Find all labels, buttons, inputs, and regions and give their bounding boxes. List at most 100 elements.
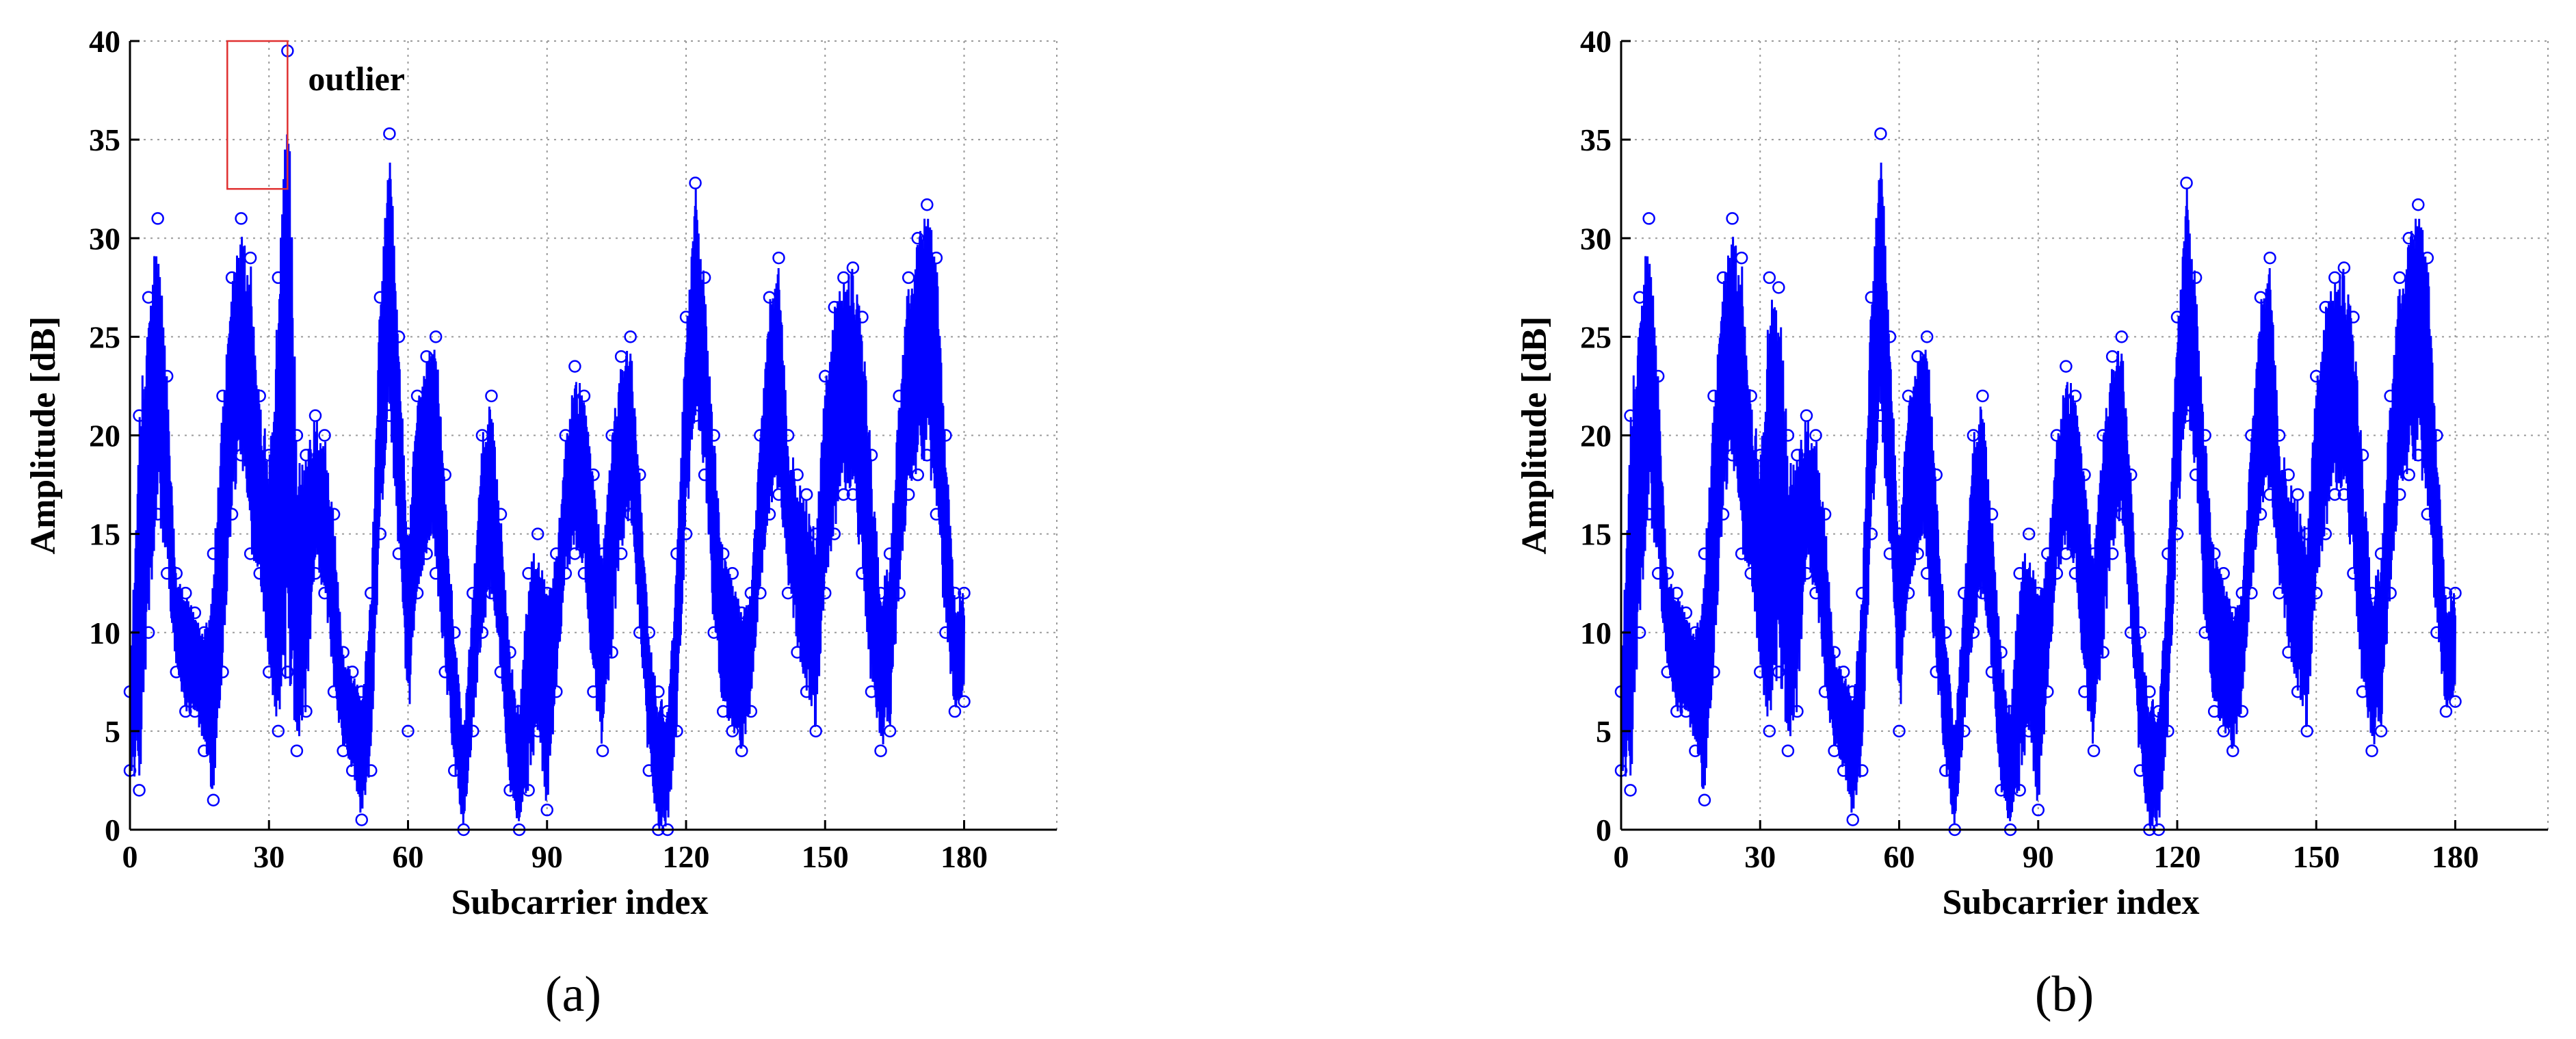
data-point (494, 666, 508, 679)
data-point (438, 666, 451, 679)
data-point (559, 567, 573, 580)
data-point (1791, 449, 1804, 462)
data-point (948, 705, 962, 718)
data-point (958, 695, 971, 708)
data-point (2439, 586, 2453, 600)
data-point (911, 232, 924, 245)
data-point (290, 744, 304, 757)
data-point (2068, 389, 2082, 403)
data-point (2235, 705, 2249, 718)
data-point (1939, 764, 1952, 777)
data-point (1642, 508, 1655, 521)
data-point (188, 606, 202, 620)
data-point (2097, 429, 2110, 442)
data-point (2328, 271, 2341, 285)
data-point (198, 744, 211, 757)
data-point (2402, 468, 2415, 482)
data-point (921, 198, 934, 211)
data-point (2060, 360, 2073, 373)
outlier-box (226, 40, 289, 190)
data-point (921, 449, 934, 462)
data-point (930, 508, 943, 521)
data-point (263, 449, 276, 462)
data-point (596, 744, 609, 757)
data-point (2087, 547, 2101, 560)
data-point (1716, 271, 1730, 285)
data-point (1707, 666, 1720, 679)
x-axis-label: Subcarrier index (451, 883, 708, 922)
data-point (2013, 567, 2026, 580)
data-point (327, 508, 341, 521)
data-point (837, 488, 850, 501)
data-point (2374, 547, 2388, 560)
data-point (142, 291, 155, 304)
data-point (1920, 567, 1934, 580)
data-point (568, 547, 581, 560)
data-point (1967, 429, 1980, 442)
data-point (2041, 685, 2054, 698)
x-tick-label: 30 (253, 839, 285, 874)
y-tick-label: 15 (89, 517, 120, 552)
data-point (772, 251, 785, 265)
data-point (716, 705, 730, 718)
data-point (188, 705, 202, 718)
data-point (1985, 508, 1999, 521)
data-point (420, 547, 433, 560)
data-point (253, 389, 266, 403)
data-point (819, 369, 832, 383)
data-point (2402, 232, 2415, 245)
data-point (2041, 547, 2054, 560)
data-point (763, 508, 776, 521)
chart-panel-a: 0 30 60 90 120 150 180 0 5 10 15 20 25 30 35 40 Subcarri… (24, 24, 1057, 1023)
data-point (392, 330, 406, 343)
data-point (383, 409, 396, 422)
data-point (828, 300, 841, 314)
data-point (207, 793, 220, 807)
data-point (1818, 508, 1832, 521)
data-point (2097, 646, 2110, 659)
data-point (874, 744, 887, 757)
data-point (1967, 626, 1980, 639)
data-point (2319, 300, 2332, 314)
data-point (772, 488, 785, 501)
y-tick-label: 0 (1596, 813, 1612, 847)
data-point (1772, 281, 1785, 294)
data-point (1661, 666, 1674, 679)
data-point (308, 409, 322, 422)
data-point (142, 626, 155, 639)
data-point (1818, 685, 1832, 698)
data-point (763, 291, 776, 304)
y-tick-label: 30 (1580, 221, 1612, 256)
data-point (1883, 330, 1897, 343)
data-point (726, 567, 739, 580)
data-point (605, 646, 618, 659)
data-point (2161, 547, 2174, 560)
data-point (958, 586, 971, 600)
data-point (355, 813, 368, 826)
data-point (596, 547, 609, 560)
data-point (1651, 369, 1665, 383)
data-point (587, 685, 600, 698)
data-point (2180, 176, 2193, 189)
data-point (345, 666, 359, 679)
data-point (216, 666, 229, 679)
data-point (550, 547, 563, 560)
data-point (791, 468, 804, 482)
y-tick-label: 15 (1580, 517, 1612, 552)
x-tick-label: 60 (393, 839, 424, 874)
data-point (1856, 586, 1869, 600)
data-point (689, 409, 702, 422)
data-point (1754, 666, 1767, 679)
data-point (679, 311, 693, 324)
data-point (1930, 666, 1943, 679)
data-point (198, 626, 211, 639)
x-tick-label: 180 (2432, 839, 2479, 874)
x-tick-label: 180 (941, 839, 988, 874)
data-point (2050, 567, 2064, 580)
data-point (744, 586, 758, 600)
data-point (466, 724, 479, 738)
data-point (2133, 626, 2147, 639)
data-point (272, 271, 285, 285)
data-point (151, 508, 164, 521)
data-point (605, 429, 618, 442)
